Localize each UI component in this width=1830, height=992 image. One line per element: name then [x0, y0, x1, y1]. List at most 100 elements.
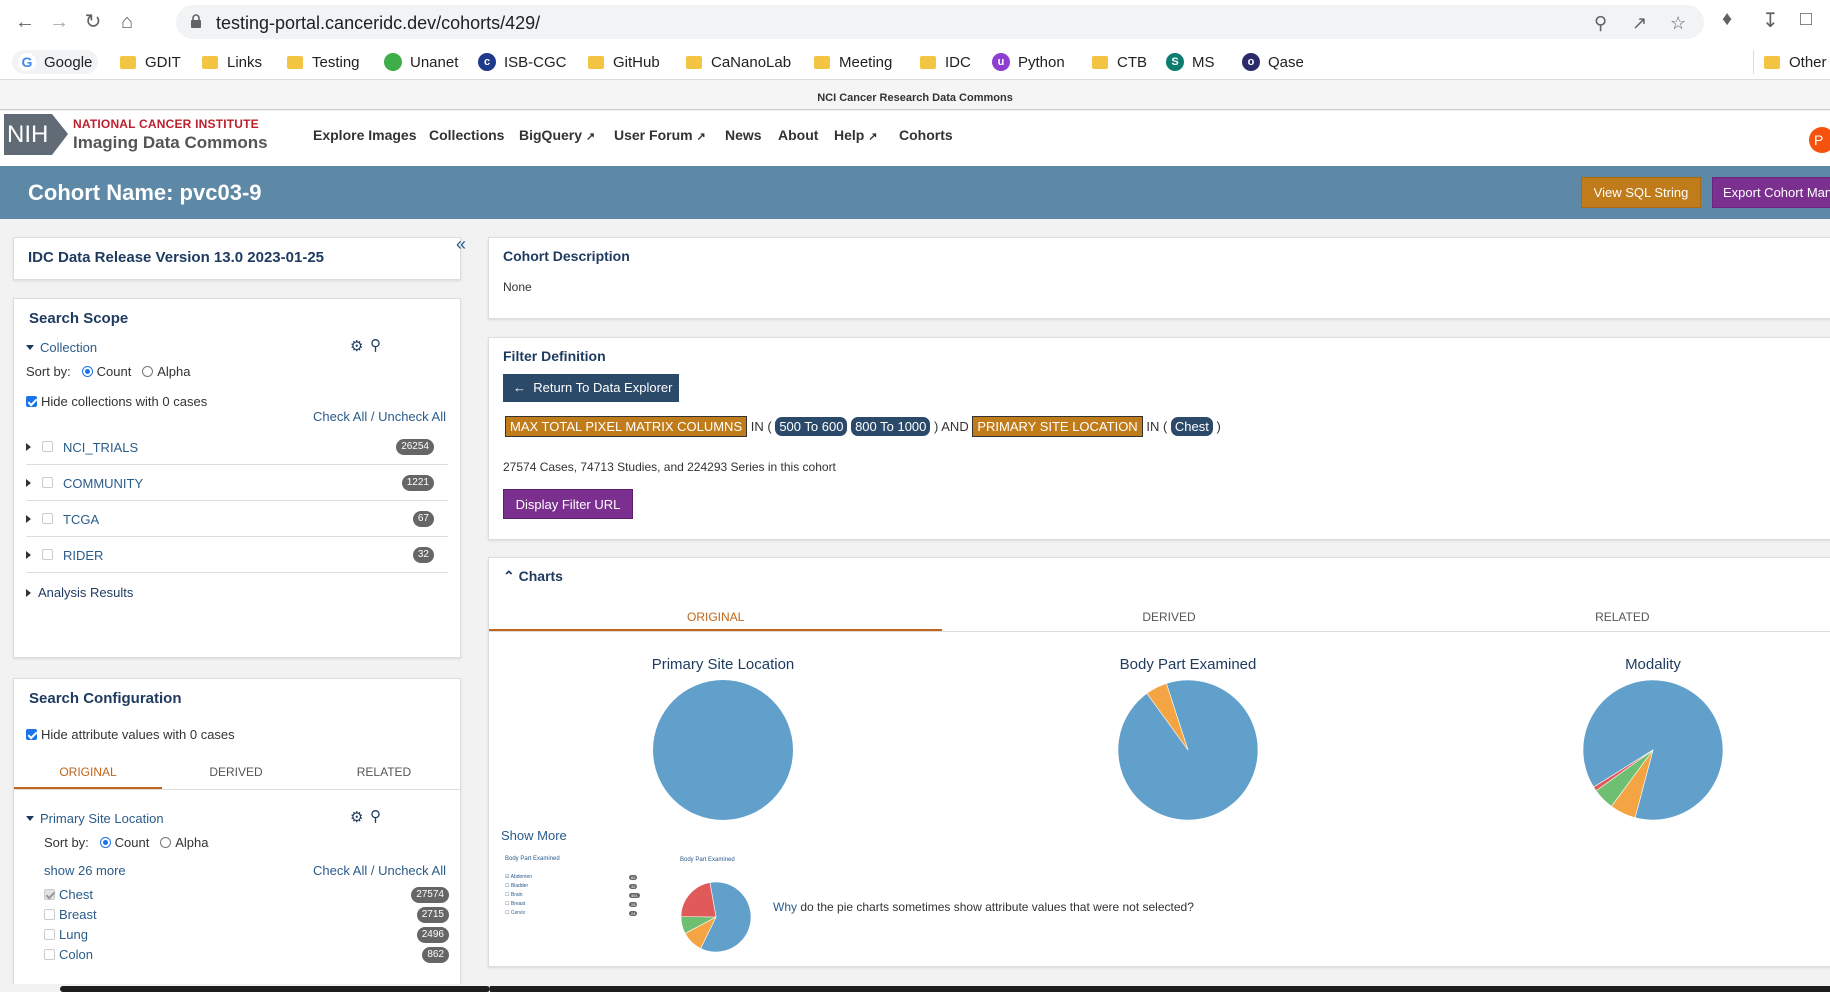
tab-derived[interactable]: DERIVED	[1142, 610, 1196, 624]
sort-count-radio[interactable]	[81, 366, 93, 377]
why-link[interactable]: Why	[773, 900, 797, 914]
python-icon: u	[992, 53, 1010, 71]
bookmark-gdit[interactable]: GDIT	[114, 50, 187, 74]
attribute-value-row[interactable]: Lung 2496	[44, 927, 449, 943]
collection-row[interactable]: NCI_TRIALS 26254	[26, 429, 448, 465]
home-icon[interactable]: ⌂	[120, 11, 134, 33]
charts-toggle[interactable]: ⌃ Charts	[503, 568, 563, 585]
tab-original[interactable]: ORIGINAL	[14, 757, 162, 789]
value-checkbox[interactable]	[44, 949, 55, 960]
bookmark-github[interactable]: GitHub	[582, 50, 666, 74]
gear-icon[interactable]: ⚙	[350, 809, 364, 826]
show-more-charts-link[interactable]: Show More	[501, 828, 567, 843]
search-icon[interactable]: ⚲	[370, 808, 381, 825]
sort-alpha-radio[interactable]	[160, 837, 172, 848]
nav-collections[interactable]: Collections	[429, 127, 505, 143]
bookmark-ctb[interactable]: CTB	[1086, 50, 1153, 74]
scrollbar-thumb[interactable]	[60, 986, 490, 992]
address-bar[interactable]: testing-portal.canceridc.dev/cohorts/429…	[176, 5, 1704, 39]
analysis-results-toggle[interactable]: Analysis Results	[26, 585, 133, 600]
user-avatar[interactable]: P	[1809, 127, 1830, 153]
value-checkbox[interactable]	[44, 929, 55, 940]
bookmark-google[interactable]: G Google	[12, 50, 99, 74]
bookmark-unanet[interactable]: Unanet	[378, 50, 464, 74]
pie-slice-other[interactable]	[1146, 683, 1189, 751]
bookmark-cananolab[interactable]: CaNanoLab	[680, 50, 797, 74]
expand-icon[interactable]	[26, 443, 31, 451]
nav-user-forum[interactable]: User Forum ↗	[614, 127, 706, 143]
pie-slice-d[interactable]	[680, 882, 717, 918]
download-icon[interactable]: ↧	[1762, 10, 1779, 32]
show-more-link[interactable]: show 26 more	[44, 863, 126, 878]
horizontal-scrollbar[interactable]	[0, 984, 1830, 992]
nav-bigquery[interactable]: BigQuery ↗	[519, 127, 595, 143]
pie-slice-chest[interactable]	[653, 680, 793, 820]
star-icon[interactable]: ☆	[1670, 13, 1687, 33]
tab-related[interactable]: RELATED	[1595, 610, 1650, 624]
tab-original[interactable]: ORIGINAL	[489, 602, 943, 631]
pie-slice-a[interactable]	[700, 881, 752, 953]
folder-icon	[287, 55, 303, 69]
collection-name: NCI_TRIALS	[63, 440, 139, 455]
expand-icon[interactable]	[26, 479, 31, 487]
nav-news[interactable]: News	[725, 127, 762, 143]
gear-icon[interactable]: ⚙	[350, 338, 364, 355]
back-icon[interactable]: ←	[15, 11, 35, 33]
collapse-sidebar-icon[interactable]: «	[456, 234, 467, 254]
value-checkbox[interactable]	[44, 889, 55, 900]
attribute-value-row[interactable]: Colon 862	[44, 947, 449, 963]
bookmark-qase[interactable]: o Qase	[1236, 50, 1310, 74]
check-all-link[interactable]: Check All / Uncheck All	[313, 409, 446, 424]
hide-zero-checkbox[interactable]	[26, 396, 37, 407]
view-sql-button[interactable]: View SQL String	[1581, 177, 1701, 208]
export-manifest-button[interactable]: Export Cohort Manifest	[1712, 177, 1830, 208]
collection-checkbox[interactable]	[42, 549, 53, 560]
extensions-icon[interactable]: ♦	[1722, 8, 1733, 30]
sort-count-radio[interactable]	[99, 837, 111, 848]
primary-site-toggle[interactable]: Primary Site Location	[26, 811, 164, 826]
collection-row[interactable]: RIDER 32	[26, 537, 448, 573]
sort-alpha-radio[interactable]	[142, 366, 154, 377]
collection-row[interactable]: TCGA 67	[26, 501, 448, 537]
nav-about[interactable]: About	[778, 127, 819, 143]
pie-slice-other3[interactable]	[1593, 749, 1654, 792]
reload-icon[interactable]: ↻	[84, 11, 102, 33]
value-checkbox[interactable]	[44, 909, 55, 920]
return-to-explorer-button[interactable]: ← Return To Data Explorer	[503, 374, 679, 402]
nav-help[interactable]: Help ↗	[834, 127, 877, 143]
bookmark-idc[interactable]: IDC	[914, 50, 977, 74]
bookmark-testing[interactable]: Testing	[281, 50, 366, 74]
nih-logo[interactable]: NIH	[4, 114, 52, 155]
bookmark-links[interactable]: Links	[196, 50, 268, 74]
expand-icon[interactable]	[26, 551, 31, 559]
attribute-value-row[interactable]: Chest 27574	[44, 887, 449, 903]
collection-checkbox[interactable]	[42, 477, 53, 488]
bookmark-other[interactable]: Other	[1753, 50, 1830, 74]
window-icon[interactable]: □	[1800, 8, 1813, 30]
check-all-link[interactable]: Check All / Uncheck All	[313, 863, 446, 878]
nav-explore-images[interactable]: Explore Images	[313, 127, 417, 143]
bookmark-python[interactable]: u Python	[986, 50, 1071, 74]
sort-by-label: Sort by:	[44, 835, 89, 850]
hide-zero-attributes[interactable]: Hide attribute values with 0 cases	[26, 727, 235, 742]
forward-icon[interactable]: →	[49, 11, 69, 33]
hide-zero-collections[interactable]: Hide collections with 0 cases	[26, 394, 207, 409]
bookmark-ms[interactable]: S MS	[1160, 50, 1221, 74]
display-filter-url-button[interactable]: Display Filter URL	[503, 489, 633, 519]
tab-derived[interactable]: DERIVED	[209, 765, 263, 779]
zoom-icon[interactable]: ⚲	[1594, 13, 1608, 33]
bookmark-isbcgc[interactable]: c ISB-CGC	[472, 50, 573, 74]
share-icon[interactable]: ↗	[1632, 13, 1648, 33]
expand-icon[interactable]	[26, 515, 31, 523]
nav-cohorts[interactable]: Cohorts	[899, 127, 953, 143]
collection-row[interactable]: COMMUNITY 1221	[26, 465, 448, 501]
bookmark-meeting[interactable]: Meeting	[808, 50, 898, 74]
pie-help-question[interactable]: Why do the pie charts sometimes show att…	[773, 900, 1194, 914]
collection-toggle[interactable]: Collection	[26, 340, 97, 355]
tab-related[interactable]: RELATED	[356, 765, 412, 779]
search-icon[interactable]: ⚲	[370, 337, 381, 354]
hide-attr-checkbox[interactable]	[26, 729, 37, 740]
attribute-value-row[interactable]: Breast 2715	[44, 907, 449, 923]
collection-checkbox[interactable]	[42, 513, 53, 524]
collection-checkbox[interactable]	[42, 441, 53, 452]
